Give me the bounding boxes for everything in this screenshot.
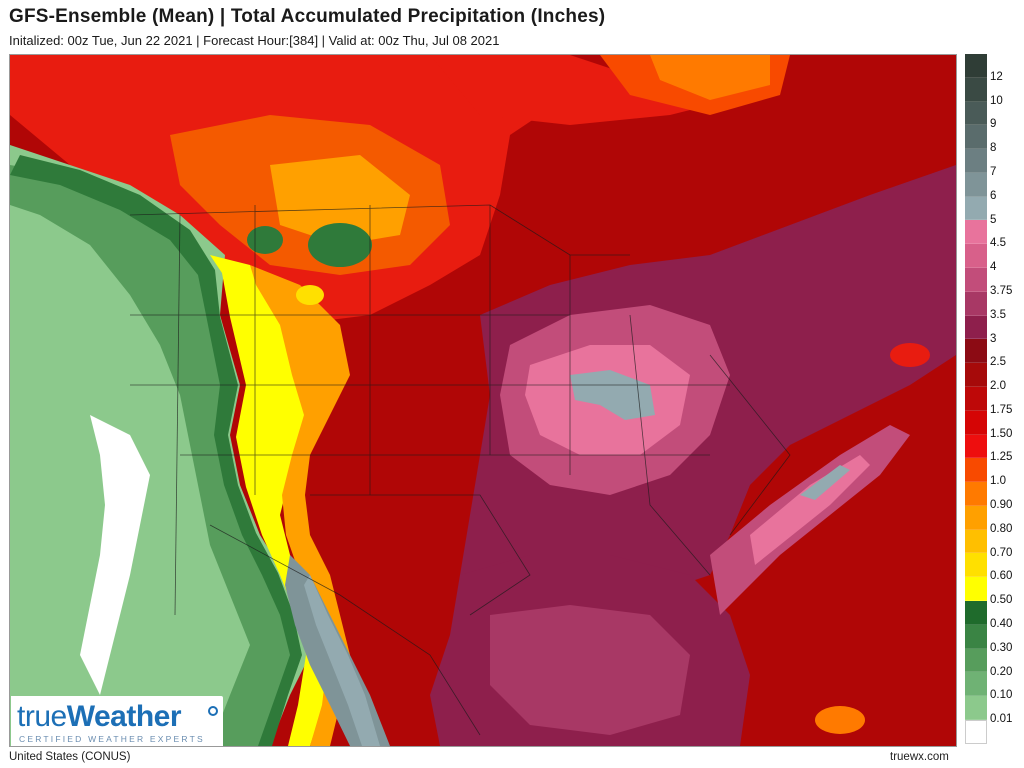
legend-swatch <box>965 315 987 340</box>
legend-label: 2.0 <box>990 380 1006 393</box>
legend-label: 12 <box>990 70 1003 83</box>
legend-swatch <box>965 101 987 126</box>
legend-label: 10 <box>990 94 1003 107</box>
legend-swatch <box>965 386 987 411</box>
legend-swatch <box>965 719 987 744</box>
legend-label: 3 <box>990 332 997 345</box>
legend-swatch <box>965 172 987 197</box>
legend-label: 7 <box>990 165 997 178</box>
legend-label: 0.20 <box>990 665 1013 678</box>
logo-wordmark: trueWeather <box>17 700 182 733</box>
legend-swatch <box>965 339 987 364</box>
logo-tagline: CERTIFIED WEATHER EXPERTS <box>19 734 205 744</box>
legend-label: 3.5 <box>990 308 1006 321</box>
region-label: United States (CONUS) <box>9 751 131 763</box>
legend-label: 0.60 <box>990 570 1013 583</box>
legend-label: 3.75 <box>990 284 1013 297</box>
trueweather-logo: trueWeather CERTIFIED WEATHER EXPERTS <box>11 696 223 746</box>
legend-swatch <box>965 696 987 720</box>
legend-swatch <box>965 125 987 150</box>
legend-swatch <box>965 291 987 316</box>
legend-swatch <box>965 196 987 221</box>
legend-swatch <box>965 648 987 673</box>
precipitation-map: trueWeather CERTIFIED WEATHER EXPERTS <box>9 54 957 747</box>
legend-label: 4 <box>990 261 997 274</box>
legend-swatch <box>965 149 987 173</box>
legend-swatch <box>965 505 987 530</box>
legend-label: 0.50 <box>990 594 1013 607</box>
legend-label: 8 <box>990 142 997 155</box>
map-subtitle: Initalized: 00z Tue, Jun 22 2021 | Forec… <box>9 33 500 48</box>
legend-label: 0.70 <box>990 546 1013 559</box>
legend-swatch <box>965 220 987 245</box>
legend-swatch <box>965 77 987 102</box>
legend-swatch <box>965 577 987 601</box>
legend-swatch <box>965 54 987 78</box>
legend-label: 0.40 <box>990 618 1013 631</box>
legend-swatch <box>965 600 987 625</box>
legend-label: 0.80 <box>990 522 1013 535</box>
legend-label: 1.25 <box>990 451 1013 464</box>
site-credit: truewx.com <box>890 751 949 763</box>
legend-swatch <box>965 434 987 459</box>
map-title: GFS-Ensemble (Mean) | Total Accumulated … <box>9 6 606 27</box>
legend-swatch <box>965 458 987 483</box>
precipitation-legend <box>965 54 987 744</box>
legend-label: 1.75 <box>990 403 1013 416</box>
legend-label: 0.30 <box>990 641 1013 654</box>
legend-label: 1.50 <box>990 427 1013 440</box>
legend-swatch <box>965 624 987 649</box>
legend-swatch <box>965 553 987 578</box>
legend-swatch <box>965 482 987 506</box>
legend-label: 0.90 <box>990 499 1013 512</box>
legend-label: 1.0 <box>990 475 1006 488</box>
logo-circle-icon <box>208 706 218 716</box>
legend-swatch <box>965 268 987 292</box>
legend-label: 4.5 <box>990 237 1006 250</box>
legend-label: 2.5 <box>990 356 1006 369</box>
legend-swatch <box>965 244 987 269</box>
legend-swatch <box>965 672 987 697</box>
legend-label: 5 <box>990 213 997 226</box>
precipitation-map-canvas <box>10 55 956 746</box>
legend-swatch <box>965 529 987 554</box>
legend-label: 6 <box>990 189 997 202</box>
legend-swatch <box>965 363 987 387</box>
legend-label: 9 <box>990 118 997 131</box>
legend-label: 0.10 <box>990 689 1013 702</box>
legend-label: 0.01 <box>990 713 1013 726</box>
legend-swatch <box>965 410 987 435</box>
